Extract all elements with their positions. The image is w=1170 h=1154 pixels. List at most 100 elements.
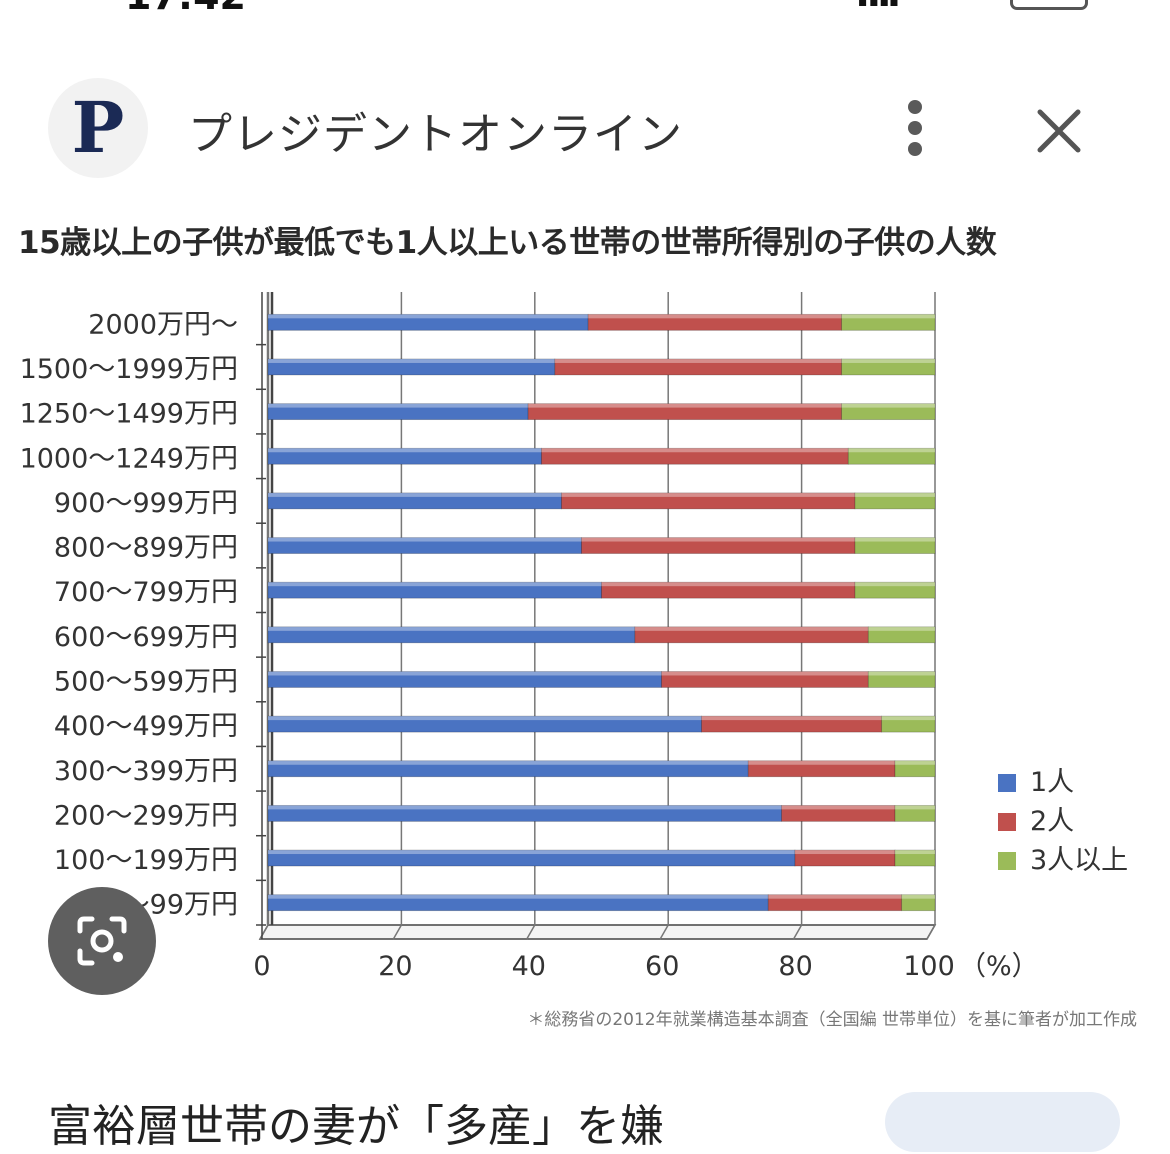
bar-segment-3 xyxy=(867,671,936,688)
chart-floor xyxy=(258,924,937,940)
more-options-icon[interactable] xyxy=(895,100,935,156)
bar-highlight xyxy=(268,716,702,721)
bar-highlight xyxy=(581,537,855,542)
bar-highlight xyxy=(541,448,849,453)
category-label: 600～699万円 xyxy=(54,622,238,653)
category-label: 800～899万円 xyxy=(54,533,238,564)
bar-highlight xyxy=(661,671,869,676)
article-title[interactable]: 富裕層世帯の妻が「多産」を嫌 xyxy=(48,1101,664,1152)
bar-highlight xyxy=(794,850,895,855)
bar-highlight xyxy=(894,760,935,765)
gridline-depth xyxy=(659,924,669,940)
bar-segment-3 xyxy=(847,447,936,465)
bar-highlight xyxy=(901,894,935,899)
lens-search-button[interactable] xyxy=(48,887,156,995)
visit-button[interactable] xyxy=(885,1092,1120,1152)
bar-segment-3 xyxy=(894,760,936,778)
close-icon[interactable] xyxy=(1028,100,1090,162)
chart-image[interactable]: 15歳以上の子供が最低でも1人以上いる世帯の世帯所得別の子供の人数 0 20 40 6… xyxy=(0,205,1170,1035)
bar-highlight xyxy=(848,448,935,453)
x-tick-label: 40 xyxy=(512,951,546,982)
logo-letter: P xyxy=(71,86,125,169)
legend-swatch xyxy=(998,774,1016,792)
bar-segment-3 xyxy=(841,403,936,421)
bar-highlight xyxy=(881,716,935,721)
bar-highlight xyxy=(268,805,782,810)
bar-segment-2 xyxy=(561,492,856,510)
x-tick-label: 20 xyxy=(378,951,412,982)
category-label: 1250～1499万円 xyxy=(20,399,238,430)
category-label: 300～399万円 xyxy=(54,756,238,787)
site-name[interactable]: プレジデントオンライン xyxy=(188,109,683,160)
gridline-depth xyxy=(926,924,936,940)
x-tick-label: 100 xyxy=(903,951,955,982)
bar-highlight xyxy=(268,358,555,363)
bar-highlight xyxy=(841,358,935,363)
bar-highlight xyxy=(854,582,935,587)
x-unit-label: （%） xyxy=(959,951,1039,982)
category-label: 1000～1249万円 xyxy=(20,443,238,474)
legend-label: 2人 xyxy=(1030,806,1074,837)
x-tick-label: 0 xyxy=(253,951,270,982)
bar-highlight xyxy=(854,537,935,542)
bar-highlight xyxy=(268,314,589,319)
bar-segment-3 xyxy=(854,537,936,554)
bar-highlight xyxy=(894,805,935,810)
bar-segment-3 xyxy=(894,849,936,867)
category-label: 2000万円～ xyxy=(88,309,238,340)
source-header: P プレジデントオンライン xyxy=(0,70,1170,190)
bar-highlight xyxy=(561,492,855,497)
bar-highlight xyxy=(868,626,935,631)
bar-highlight xyxy=(588,314,842,319)
stacked-bar-chart: 0 20 40 60 80 100 （%） 2000万円～ 1500～1999万円 1250～14… xyxy=(20,292,1137,1030)
bar-segment-3 xyxy=(841,358,936,376)
bar-highlight xyxy=(268,582,602,587)
bar-highlight xyxy=(268,850,795,855)
bar-highlight xyxy=(268,448,542,453)
bar-highlight xyxy=(894,850,935,855)
bar-highlight xyxy=(268,537,582,542)
bar-highlight xyxy=(854,492,935,497)
legend-label: 3人以上 xyxy=(1030,845,1128,876)
bar-segment-3 xyxy=(841,313,936,331)
category-label: 200～299万円 xyxy=(54,800,238,831)
x-tick-label: 80 xyxy=(778,951,812,982)
bar-highlight xyxy=(268,671,662,676)
bar-highlight xyxy=(781,805,895,810)
source-note: ＊総務省の2012年就業構造基本調査（全国編 世帯単位）を基に筆者が加工作成 xyxy=(527,1010,1137,1030)
bar-highlight xyxy=(748,760,895,765)
bar-highlight xyxy=(841,403,935,408)
x-tick-label: 60 xyxy=(645,951,679,982)
bar-highlight xyxy=(701,716,882,721)
bar-segment-3 xyxy=(881,715,936,733)
lens-icon xyxy=(77,916,127,966)
bar-highlight xyxy=(554,358,842,363)
bar-segment-2 xyxy=(581,537,856,554)
bar-highlight xyxy=(868,671,935,676)
signal-icon: ..ıl xyxy=(855,0,901,14)
bar-highlight xyxy=(634,626,869,631)
status-bar: 17:42 ..ıl xyxy=(0,0,1170,14)
chart-title: 15歳以上の子供が最低でも1人以上いる世帯の世帯所得別の子供の人数 xyxy=(18,225,997,261)
category-label: 700～799万円 xyxy=(54,577,238,608)
category-label: 500～599万円 xyxy=(54,666,238,697)
legend-label: 1人 xyxy=(1030,767,1074,798)
status-time: 17:42 xyxy=(125,0,246,14)
bar-segment-3 xyxy=(867,626,936,644)
site-logo[interactable]: P xyxy=(48,78,148,178)
legend-swatch xyxy=(998,813,1016,831)
gridline-depth xyxy=(392,924,403,940)
bar-highlight xyxy=(268,403,529,408)
bar-segment-3 xyxy=(854,581,936,599)
legend-swatch xyxy=(998,852,1016,870)
bar-highlight xyxy=(268,760,749,765)
bar-highlight xyxy=(841,314,935,319)
category-label: 1500～1999万円 xyxy=(20,354,238,385)
bar-highlight xyxy=(528,403,842,408)
bar-segment-3 xyxy=(854,492,936,510)
bar-segment-3 xyxy=(901,894,936,912)
battery-icon xyxy=(1010,0,1088,10)
bar-highlight xyxy=(601,582,855,587)
bar-highlight xyxy=(268,894,769,899)
bar-highlight xyxy=(268,492,562,497)
